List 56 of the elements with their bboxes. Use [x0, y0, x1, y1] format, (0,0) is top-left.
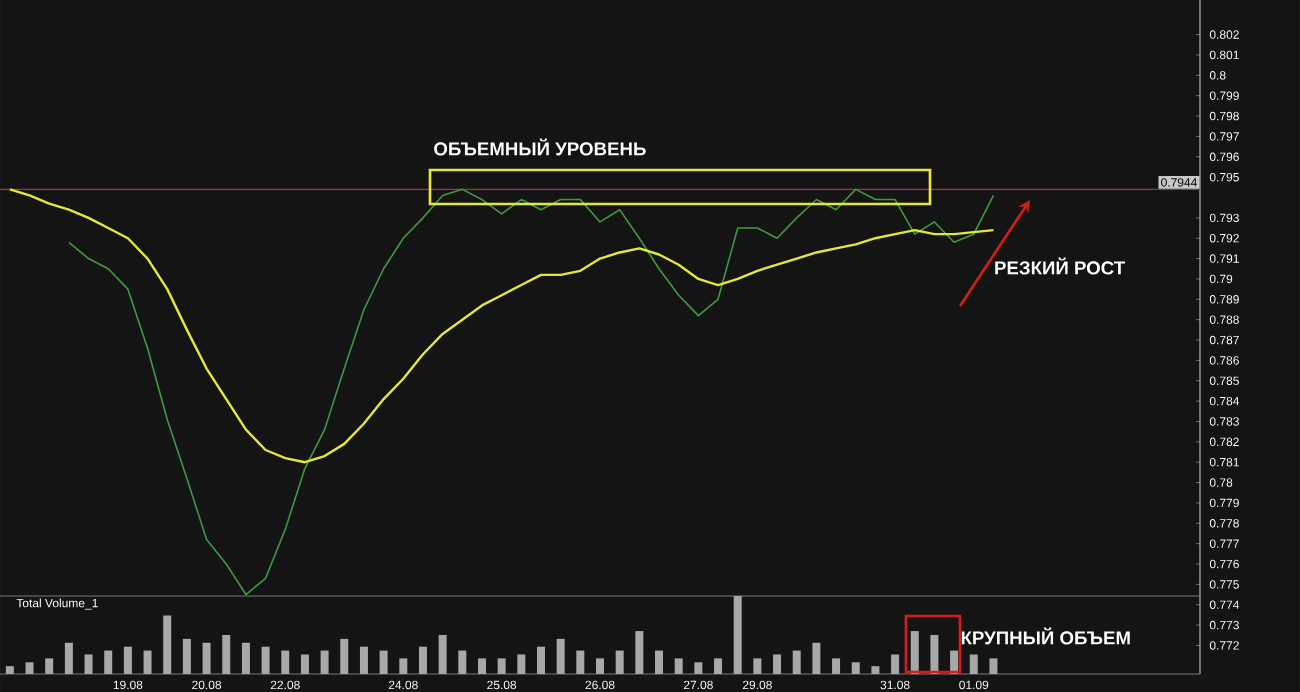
bar [45, 658, 54, 674]
annotation: КРУПНЫЙ ОБЪЕМ [961, 627, 1130, 645]
bar [517, 654, 526, 674]
annotation: ОБЪЕМНЫЙ УРОВЕНЬ [434, 138, 646, 156]
bar [143, 650, 152, 674]
bar [340, 638, 349, 674]
bar [930, 634, 939, 674]
bar [300, 654, 309, 674]
bar [222, 634, 231, 674]
bar [969, 654, 978, 674]
bar [753, 658, 762, 674]
bar [359, 646, 368, 674]
bar [438, 634, 447, 674]
line-series [68, 188, 995, 596]
bar [635, 631, 644, 674]
bar [832, 658, 841, 674]
bar [64, 642, 73, 674]
bar [694, 662, 703, 674]
bar [989, 658, 998, 674]
bar [812, 642, 821, 674]
bar [556, 638, 565, 674]
bar [84, 654, 93, 674]
bar [241, 642, 250, 674]
bar [576, 650, 585, 674]
bar [281, 650, 290, 674]
bar [5, 666, 14, 674]
bar [497, 658, 506, 674]
bar [182, 638, 191, 674]
bar [261, 646, 270, 674]
bar [615, 650, 624, 674]
bar [320, 650, 329, 674]
bar [596, 658, 605, 674]
bar [123, 646, 132, 674]
bar [733, 595, 742, 674]
bar [25, 662, 34, 674]
bar [714, 658, 723, 674]
bar [950, 650, 959, 674]
bar [536, 646, 545, 674]
bar [202, 642, 211, 674]
bar [163, 615, 172, 674]
line-series [8, 188, 995, 464]
bar [379, 650, 388, 674]
bar [910, 631, 919, 674]
bar [792, 650, 801, 674]
annotation: РЕЗКИЙ РОСТ [995, 257, 1125, 275]
bar [418, 646, 427, 674]
bar [104, 650, 113, 674]
bar [891, 654, 900, 674]
bar [399, 658, 408, 674]
bar [871, 666, 880, 674]
bar [655, 650, 664, 674]
bar [458, 650, 467, 674]
bar [851, 662, 860, 674]
bar [674, 658, 683, 674]
bar [477, 658, 486, 674]
bar [773, 654, 782, 674]
